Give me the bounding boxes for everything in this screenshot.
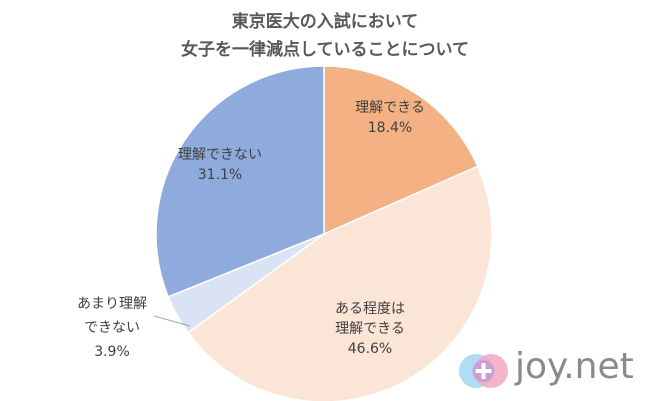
slice-value-label-1: 18.4% (368, 120, 412, 136)
slice-value-label-2: 46.6% (348, 341, 392, 357)
joynet-logo-icon (459, 354, 508, 388)
slice-category-label-3: あまり理解 (77, 296, 147, 312)
pie-slice-1 (323, 65, 479, 236)
leader-line-3 (153, 315, 191, 327)
pie-slice-2 (187, 165, 493, 401)
slice-category-label-1: 理解できる (355, 100, 425, 116)
slice-value-label-3: 3.9% (94, 344, 130, 360)
joynet-logo: joy.net (458, 346, 648, 396)
chart-title-line-1: 東京医大の入試において (231, 12, 419, 32)
slice-category-label-2: 理解できる (335, 321, 405, 337)
slice-category-label-4: 理解できない (178, 147, 262, 163)
slice-category-label-3: できない (84, 320, 140, 336)
chart-title-line-2: 女子を一律減点していることについて (181, 40, 469, 60)
pie-slice-4 (155, 65, 325, 298)
slice-category-label-2: ある程度は (335, 301, 405, 317)
logo-wordmark: joy.net (515, 346, 634, 387)
slice-value-label-4: 31.1% (198, 167, 242, 183)
